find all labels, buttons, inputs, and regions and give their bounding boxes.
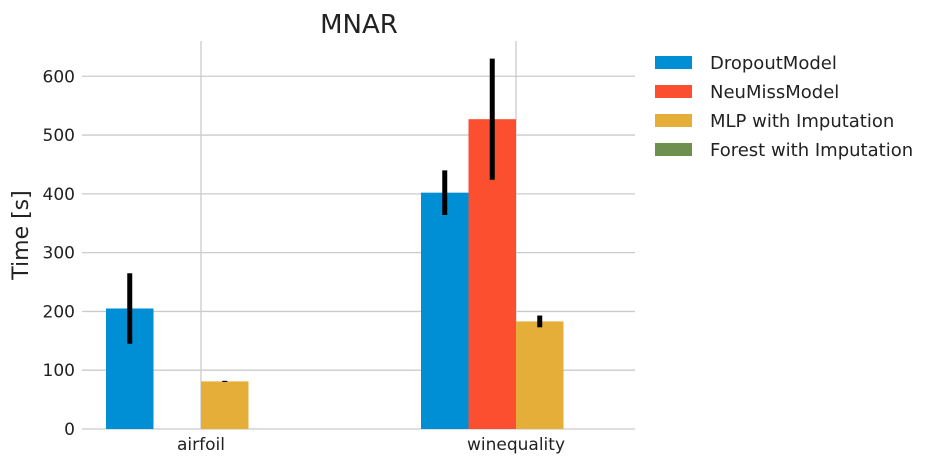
error-bar-layer xyxy=(127,58,543,382)
legend-label: Forest with Imputation xyxy=(710,140,913,161)
bar xyxy=(201,381,249,429)
y-tick-label: 200 xyxy=(43,302,75,322)
legend-swatch xyxy=(655,114,692,127)
y-tick-label: 100 xyxy=(43,361,75,381)
y-tick-label: 400 xyxy=(43,185,75,205)
bar xyxy=(516,321,564,429)
legend: DropoutModel NeuMissModel MLP with Imputat… xyxy=(655,53,913,161)
y-axis-label: Time [s] xyxy=(9,190,34,280)
bar xyxy=(421,192,469,429)
y-tick-label: 500 xyxy=(43,126,75,146)
y-tick-label: 600 xyxy=(43,67,75,87)
legend-swatch xyxy=(655,85,692,98)
legend-label: NeuMissModel xyxy=(710,82,839,103)
chart-title: MNAR xyxy=(320,10,398,40)
x-tick-label: airfoil xyxy=(177,435,225,455)
y-tick-label: 0 xyxy=(64,420,75,440)
tick-layer: 0 100 200 300 400 500 600 airfoil winequality xyxy=(43,67,565,455)
y-tick-label: 300 xyxy=(43,244,75,264)
bar-layer xyxy=(106,119,564,430)
legend-swatch xyxy=(655,56,692,69)
legend-swatch xyxy=(655,143,692,156)
legend-label: MLP with Imputation xyxy=(710,111,894,132)
legend-label: DropoutModel xyxy=(710,53,837,74)
x-tick-label: winequality xyxy=(467,435,565,455)
